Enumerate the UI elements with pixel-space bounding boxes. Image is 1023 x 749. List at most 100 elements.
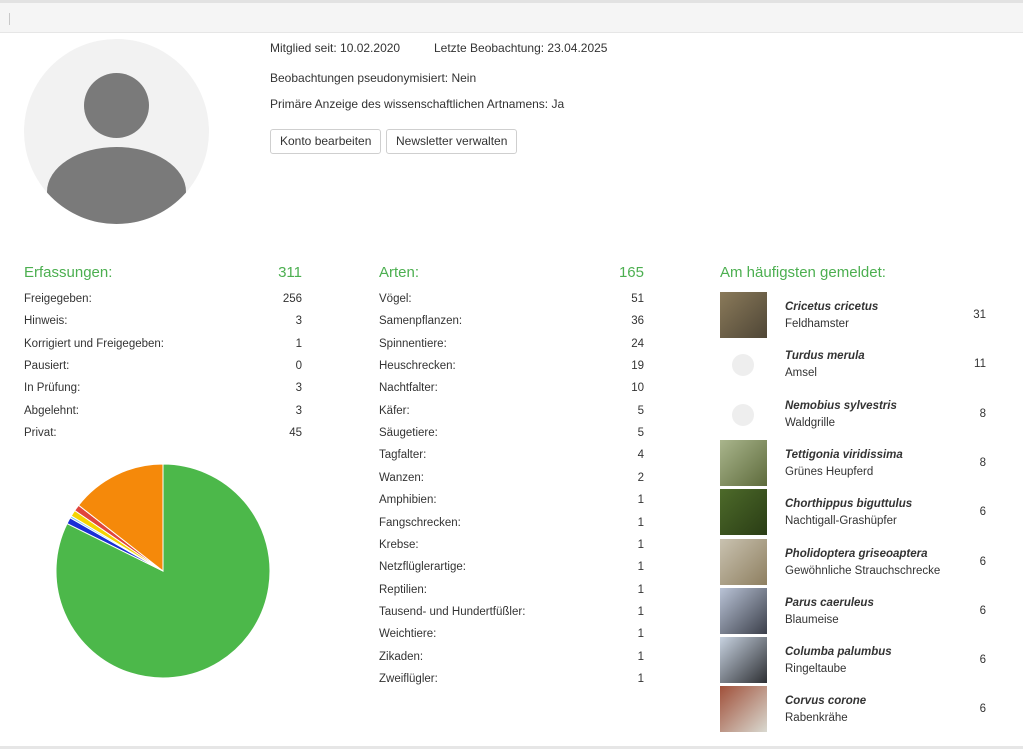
- species-count: 6: [979, 654, 986, 667]
- arten-row-value: 10: [631, 382, 644, 395]
- species-thumbnail[interactable]: [720, 439, 767, 486]
- erfassungen-row-label: Abgelehnt:: [24, 404, 79, 417]
- member-since: Mitglied seit: 10.02.2020: [270, 41, 401, 55]
- top-species-item[interactable]: Chorthippus biguttulus Nachtigall-Grashüp…: [720, 489, 990, 538]
- arten-row-label: Netzflüglerartige:: [379, 561, 466, 574]
- arten-row-value: 1: [637, 516, 644, 529]
- species-scientific-name[interactable]: Nemobius sylvestris: [785, 399, 897, 412]
- scientific-name-text: Primäre Anzeige des wissenschaftlichen A…: [270, 97, 565, 111]
- arten-row-label: Käfer:: [379, 404, 410, 417]
- top-species-item[interactable]: Columba palumbus Ringeltaube 6: [720, 637, 990, 686]
- species-thumbnail[interactable]: [720, 637, 767, 684]
- arten-row-value: 1: [637, 538, 644, 551]
- species-thumbnail[interactable]: [720, 292, 767, 338]
- erfassungen-row: Freigegeben: 256: [24, 293, 302, 311]
- arten-row: Nachtfalter: 10: [379, 382, 644, 400]
- species-thumbnail[interactable]: [720, 538, 767, 585]
- placeholder-icon: [732, 354, 754, 377]
- species-scientific-name[interactable]: Turdus merula: [785, 350, 865, 363]
- erfassungen-row-value: 3: [295, 382, 302, 395]
- arten-row: Heuschrecken: 19: [379, 360, 644, 378]
- arten-row: Tagfalter: 4: [379, 449, 644, 467]
- arten-row: Weichtiere: 1: [379, 628, 644, 646]
- species-scientific-name[interactable]: Tettigonia viridissima: [785, 448, 903, 461]
- arten-row-value: 4: [637, 449, 644, 462]
- species-count: 8: [979, 407, 986, 420]
- arten-row: Wanzen: 2: [379, 472, 644, 490]
- species-scientific-name[interactable]: Cricetus cricetus: [785, 301, 879, 313]
- arten-row-value: 1: [637, 650, 644, 663]
- erfassungen-row-label: Korrigiert und Freigegeben:: [24, 337, 164, 350]
- top-species-item[interactable]: Cricetus cricetus Feldhamster 31: [720, 292, 990, 341]
- arten-row: Krebse: 1: [379, 539, 644, 557]
- erfassungen-row-value: 0: [295, 359, 302, 372]
- species-thumbnail[interactable]: [720, 341, 767, 387]
- erfassungen-row-label: Privat:: [24, 426, 57, 439]
- arten-row: Fangschrecken: 1: [379, 517, 644, 535]
- top-species-item[interactable]: Nemobius sylvestris Waldgrille 8: [720, 391, 990, 440]
- erfassungen-row: Pausiert: 0: [24, 360, 302, 378]
- species-count: 6: [979, 506, 986, 519]
- arten-row-label: Samenpflanzen:: [379, 315, 463, 328]
- arten-row: Käfer: 5: [379, 405, 644, 423]
- arten-row-value: 1: [637, 605, 644, 618]
- top-species-item[interactable]: Parus caeruleus Blaumeise 6: [720, 587, 990, 637]
- species-common-name: Gewöhnliche Strauchschrecke: [785, 564, 941, 577]
- avatar: [24, 39, 209, 224]
- species-scientific-name[interactable]: Pholidoptera griseoaptera: [785, 547, 928, 560]
- top-species-item[interactable]: Turdus merula Amsel 11: [720, 341, 990, 390]
- species-thumbnail[interactable]: [720, 489, 767, 536]
- species-scientific-name[interactable]: Chorthippus biguttulus: [785, 498, 913, 511]
- species-common-name: Ringeltaube: [785, 663, 847, 676]
- erfassungen-pie-chart: [55, 463, 271, 679]
- arten-total: 165: [618, 264, 644, 281]
- text-caret: [9, 13, 10, 25]
- avatar-body-icon: [47, 147, 186, 224]
- avatar-head-icon: [84, 73, 149, 138]
- arten-row-label: Amphibien:: [379, 494, 437, 507]
- species-thumbnail[interactable]: [720, 391, 767, 437]
- species-scientific-name[interactable]: Columba palumbus: [785, 646, 892, 659]
- species-common-name: Rabenkrähe: [785, 712, 848, 725]
- arten-row-value: 24: [631, 337, 644, 350]
- pseudonymized-text: Beobachtungen pseudonymisiert: Nein: [270, 71, 477, 85]
- pie-slice-freigegeben: [55, 463, 271, 679]
- top-species-item[interactable]: Corvus corone Rabenkrähe 6: [720, 686, 990, 735]
- species-count: 31: [973, 309, 986, 321]
- species-common-name: Feldhamster: [785, 318, 849, 330]
- erfassungen-row-value: 3: [295, 404, 302, 417]
- erfassungen-row-value: 3: [295, 315, 302, 328]
- arten-row-label: Weichtiere:: [379, 628, 437, 641]
- arten-row-value: 19: [631, 360, 644, 373]
- erfassungen-total: 311: [278, 264, 302, 281]
- species-count: 11: [974, 358, 986, 371]
- species-scientific-name[interactable]: Parus caeruleus: [785, 596, 874, 609]
- newsletter-button[interactable]: Newsletter verwalten: [386, 129, 518, 154]
- arten-title: Arten:: [379, 264, 420, 281]
- erfassungen-title: Erfassungen:: [24, 264, 113, 281]
- species-count: 8: [979, 456, 986, 469]
- arten-row-value: 36: [631, 315, 644, 328]
- arten-row: Vögel: 51: [379, 293, 644, 311]
- species-scientific-name[interactable]: Corvus corone: [785, 695, 867, 708]
- species-count: 6: [979, 555, 986, 568]
- edit-account-button[interactable]: Konto bearbeiten: [270, 129, 382, 154]
- pseudonymized-info: Beobachtungen pseudonymisiert: Nein: [270, 71, 476, 85]
- erfassungen-row-value: 1: [295, 337, 302, 350]
- top-species-item[interactable]: Pholidoptera griseoaptera Gewöhnliche Str…: [720, 538, 990, 588]
- species-thumbnail[interactable]: [720, 587, 767, 634]
- erfassungen-row-value: 45: [289, 426, 302, 439]
- arten-row-value: 1: [637, 583, 644, 596]
- arten-row-label: Spinnentiere:: [379, 337, 447, 350]
- erfassungen-row-label: Hinweis:: [24, 315, 68, 328]
- species-thumbnail[interactable]: [720, 686, 767, 733]
- arten-row-label: Wanzen:: [379, 471, 424, 484]
- scientific-name-info: Primäre Anzeige des wissenschaftlichen A…: [270, 97, 564, 111]
- top-species-item[interactable]: Tettigonia viridissima Grünes Heupferd 8: [720, 439, 990, 489]
- erfassungen-row-label: Freigegeben:: [24, 293, 92, 305]
- erfassungen-row-value: 256: [282, 293, 302, 305]
- arten-row-label: Tausend- und Hundertfüßler:: [379, 605, 526, 618]
- arten-row: Reptilien: 1: [379, 584, 644, 602]
- erfassungen-row: Privat: 45: [24, 427, 302, 445]
- arten-row: Spinnentiere: 24: [379, 338, 644, 356]
